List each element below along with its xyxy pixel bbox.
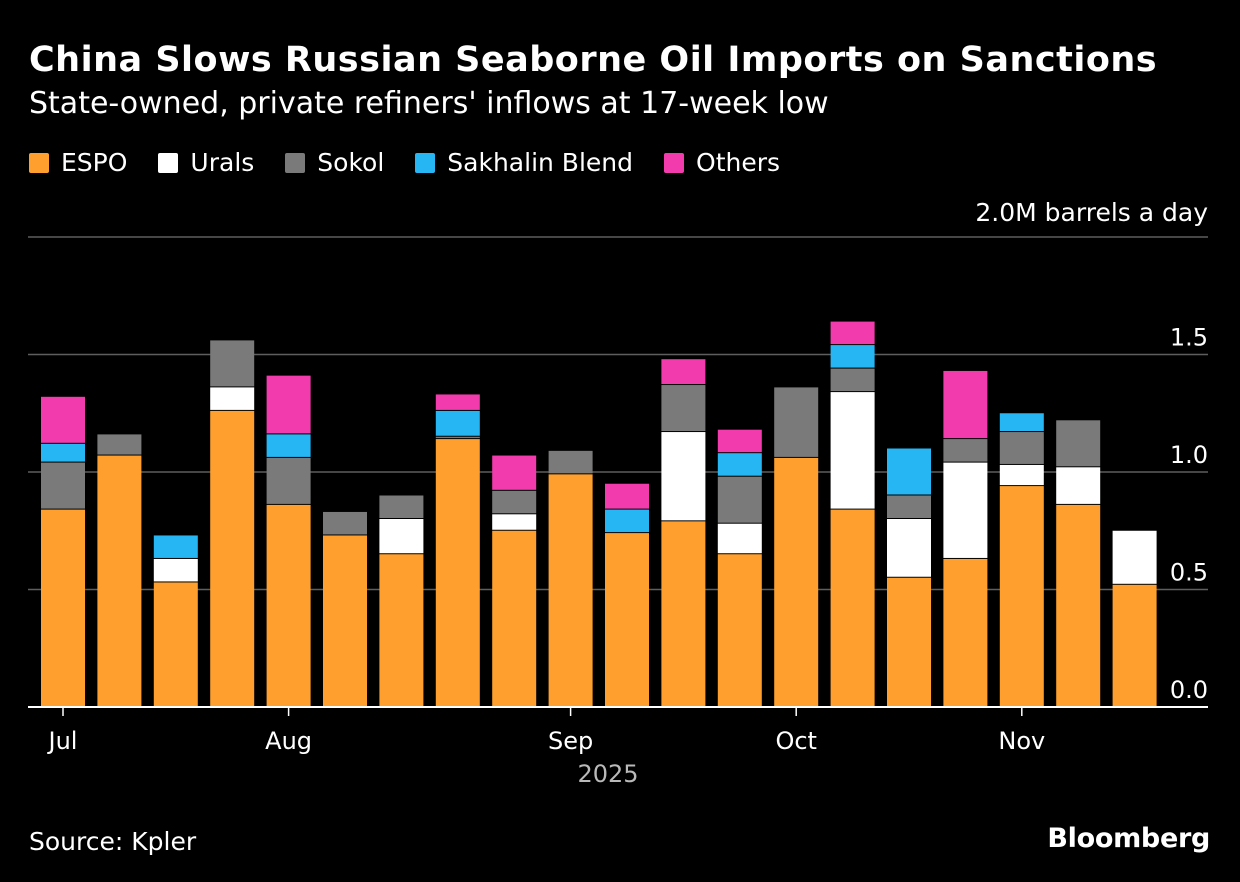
bar-segment-others — [605, 483, 649, 509]
bar-segment-espo — [210, 410, 255, 706]
legend-swatch-sokol — [285, 152, 306, 173]
bar-segment-sakhalin-blend — [41, 443, 85, 462]
bar-segment-espo — [97, 455, 142, 706]
bar-segment-others — [717, 429, 762, 453]
bar-segment-sakhalin-blend — [605, 509, 649, 533]
bar-segment-sokol — [943, 439, 988, 462]
bar-segment-urals — [887, 519, 931, 577]
legend: ESPO Urals Sokol Sakhalin Blend Others — [29, 148, 811, 177]
x-tick-label: Nov — [998, 727, 1045, 755]
bar-segment-others — [492, 455, 537, 490]
bar-segment-espo — [887, 577, 931, 706]
bar-segment-espo — [266, 504, 311, 706]
bar-segment-others — [266, 375, 311, 434]
legend-item-sakhalin-blend: Sakhalin Blend — [415, 148, 633, 177]
bar-segment-espo — [774, 457, 819, 706]
y-tick-label: 1.0 — [1170, 441, 1208, 469]
legend-label-others: Others — [696, 148, 781, 177]
bar-segment-sakhalin-blend — [717, 453, 762, 476]
bar-segment-sokol — [492, 490, 537, 514]
bar-segment-espo — [943, 558, 988, 706]
y-tick-label: 0.5 — [1170, 559, 1208, 587]
legend-item-urals: Urals — [158, 148, 254, 177]
legend-swatch-others — [664, 152, 685, 173]
legend-swatch-urals — [158, 152, 179, 173]
bar-segment-urals — [661, 432, 706, 521]
legend-label-urals: Urals — [190, 148, 255, 177]
x-tick-label: Sep — [548, 727, 593, 755]
bar-segment-urals — [943, 462, 988, 558]
legend-item-others: Others — [664, 148, 780, 177]
legend-label-sokol: Sokol — [317, 148, 385, 177]
bar-segment-urals — [1056, 467, 1101, 504]
bar-segment-urals — [379, 519, 424, 554]
legend-label-sakhalin-blend: Sakhalin Blend — [447, 148, 634, 177]
bar-segment-sokol — [717, 476, 762, 523]
bar-segment-others — [41, 396, 85, 443]
bar-segment-sokol — [661, 385, 706, 432]
bar-segment-espo — [1112, 584, 1157, 706]
y-tick-label: 1.5 — [1170, 324, 1208, 352]
bar-segment-espo — [41, 509, 85, 706]
bar-segment-sokol — [830, 368, 875, 392]
bar-segment-sokol — [548, 450, 593, 474]
bar-segment-others — [661, 359, 706, 385]
bar-segment-sokol — [435, 436, 480, 439]
bar-segment-others — [830, 321, 875, 345]
bar-segment-sakhalin-blend — [887, 448, 931, 495]
bar-segment-sakhalin-blend — [153, 535, 198, 558]
legend-swatch-espo — [29, 152, 49, 173]
bar-segment-espo — [605, 533, 649, 706]
x-tick-label: Aug — [265, 727, 312, 755]
bar-segment-espo — [492, 530, 537, 706]
bar-segment-urals — [492, 514, 537, 530]
x-tick-label: Oct — [775, 727, 817, 755]
bar-segment-sokol — [97, 434, 142, 455]
bar-segment-sakhalin-blend — [266, 434, 311, 457]
bar-segment-espo — [548, 474, 593, 706]
y-tick-label: 0.0 — [1170, 676, 1208, 704]
legend-item-espo: ESPO — [29, 148, 127, 177]
chart-title: China Slows Russian Seaborne Oil Imports… — [29, 40, 1158, 80]
legend-swatch-sakhalin-blend — [415, 152, 436, 173]
bar-segment-urals — [830, 392, 875, 509]
bar-segment-sokol — [379, 495, 424, 518]
bar-segment-sokol — [1056, 420, 1101, 467]
bar-segment-urals — [153, 558, 198, 582]
bar-segment-sokol — [999, 432, 1044, 464]
y-axis-unit-label: 2.0M barrels a day — [975, 198, 1208, 227]
bar-segment-sokol — [210, 340, 255, 387]
bar-segment-espo — [661, 521, 706, 706]
bar-segment-espo — [323, 535, 367, 706]
source-note: Source: Kpler — [29, 827, 197, 856]
bar-segment-sakhalin-blend — [830, 345, 875, 368]
bar-segment-sokol — [774, 387, 819, 457]
x-tick-label: Jul — [47, 727, 78, 755]
bar-segment-sokol — [41, 462, 85, 509]
bar-segment-sakhalin-blend — [999, 413, 1044, 432]
bar-segment-espo — [717, 554, 762, 706]
bar-segment-others — [435, 394, 480, 410]
bar-segment-sokol — [266, 457, 311, 504]
bar-segment-urals — [717, 523, 762, 554]
bar-segment-urals — [1112, 530, 1157, 584]
bar-segment-espo — [153, 582, 198, 706]
bar-segment-sokol — [323, 511, 367, 535]
bar-segment-others — [943, 370, 988, 439]
bar-segment-sakhalin-blend — [435, 410, 480, 436]
legend-label-espo: ESPO — [61, 148, 128, 177]
bloomberg-logo: Bloomberg — [1047, 823, 1210, 854]
bar-segment-urals — [210, 387, 255, 410]
bar-segment-espo — [999, 486, 1044, 706]
chart-subtitle: State-owned, private refiners' inflows a… — [29, 86, 829, 121]
bar-segment-espo — [830, 509, 875, 706]
bar-segment-urals — [999, 464, 1044, 486]
x-axis-year-label: 2025 — [577, 760, 638, 788]
bar-segment-espo — [435, 439, 480, 706]
bar-segment-espo — [379, 554, 424, 706]
legend-item-sokol: Sokol — [285, 148, 384, 177]
bar-segment-sokol — [887, 495, 931, 518]
bar-segment-espo — [1056, 504, 1101, 706]
